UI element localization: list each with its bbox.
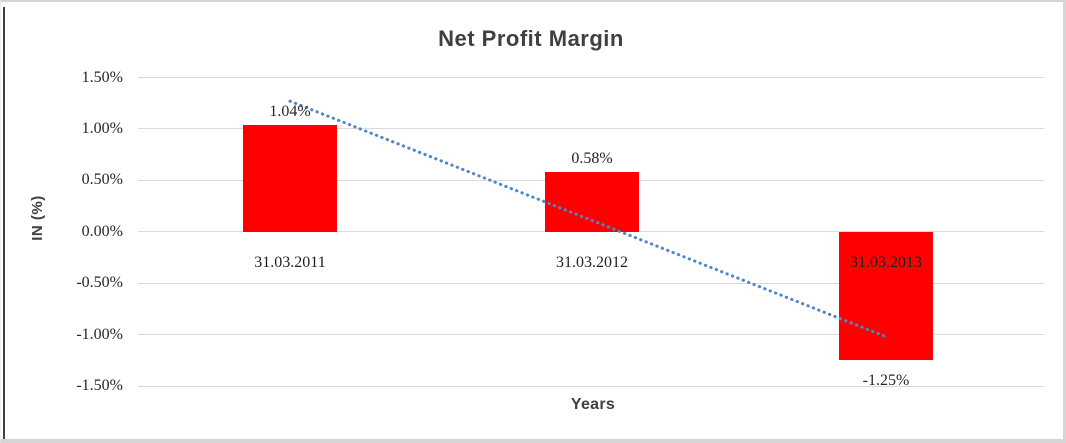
bar-31.03.2013 [839, 231, 933, 361]
gridline-1.50% [138, 77, 1044, 78]
x-axis-title: Years [570, 396, 616, 413]
y-tick-1.50%: 1.50% [81, 68, 123, 86]
y-axis-title: IN (%) [29, 195, 46, 241]
y-tick-1.00%: 1.00% [81, 119, 123, 137]
category-label: 31.03.2012 [556, 254, 628, 271]
bar-31.03.2012 [545, 172, 639, 232]
bar-31.03.2011 [243, 124, 337, 232]
frame-left-border [3, 7, 5, 439]
y-tick--0.50%: -0.50% [76, 274, 123, 292]
value-label: 1.04% [269, 102, 311, 120]
category-label: 31.03.2013 [850, 254, 922, 271]
y-tick-0.00%: 0.00% [81, 222, 123, 240]
y-tick--1.00%: -1.00% [76, 325, 123, 343]
gridline--1.50% [138, 385, 1044, 387]
chart-title: Net Profit Margin [438, 26, 624, 51]
value-label: 0.58% [571, 150, 613, 168]
category-label: 31.03.2011 [254, 254, 326, 271]
y-tick--1.50%: -1.50% [76, 377, 123, 394]
y-tick-0.50%: 0.50% [81, 171, 123, 189]
value-label: -1.25% [862, 372, 910, 390]
